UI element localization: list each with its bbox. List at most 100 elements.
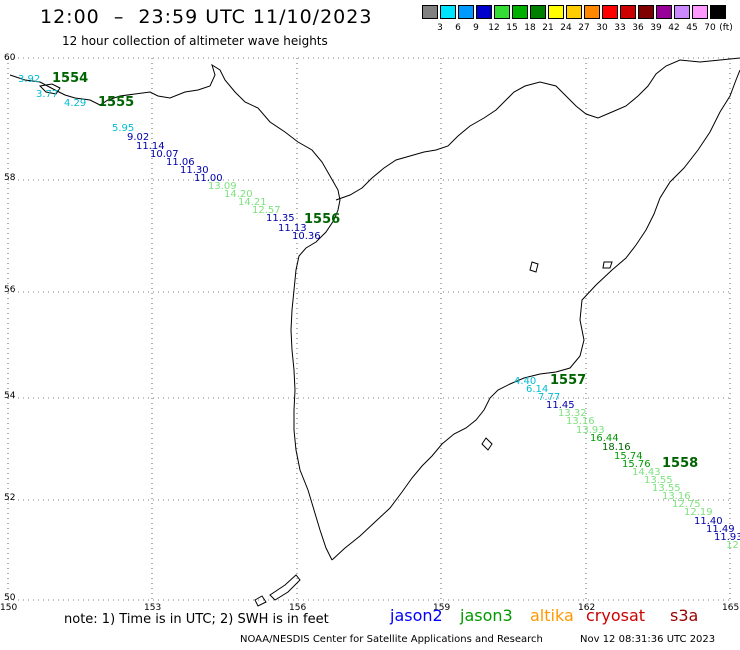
wave-height-value: 18.16: [602, 442, 631, 453]
legend-label: 70: [704, 23, 716, 33]
wave-height-value: 11.40: [694, 516, 723, 527]
legend-swatch: [512, 5, 528, 19]
kuril-island1: [269, 574, 301, 601]
credit-line: NOAA/NESDIS Center for Satellite Applica…: [240, 634, 543, 645]
lat-label: 52: [4, 493, 15, 503]
wave-height-value: 13.93: [576, 425, 605, 436]
legend-swatch: [422, 5, 438, 19]
lat-label: 54: [4, 391, 16, 401]
wave-height-value: 10.36: [292, 231, 321, 242]
wave-height-value: 4.40: [514, 376, 536, 387]
legend-swatch: [476, 5, 492, 19]
legend-swatch: [674, 5, 690, 19]
wave-height-value: 11.49: [706, 524, 735, 535]
wave-height-value: 15.74: [614, 451, 643, 462]
okhotsk-north-coast: [9, 63, 341, 561]
legend-unit: (ft): [719, 23, 733, 33]
satellite-name: cryosat: [586, 606, 646, 625]
wave-height-value: 16.44: [590, 433, 619, 444]
wave-height-value: 11.00: [194, 173, 223, 184]
siberian-coast: [335, 57, 740, 201]
wave-height-value: 14.21: [238, 197, 267, 208]
lon-label: 153: [144, 603, 161, 613]
legend-label: 30: [596, 23, 608, 33]
wave-height-value: 13.16: [662, 491, 691, 502]
legend-swatch: [548, 5, 564, 19]
bay-inlet: [481, 437, 493, 451]
legend-label: 9: [473, 23, 479, 33]
lon-label: 162: [578, 603, 595, 613]
wave-height-value: 11.13: [278, 223, 307, 234]
legend-swatch: [530, 5, 546, 19]
wave-height-value: 12: [726, 540, 739, 551]
wave-height-value: 12.75: [672, 499, 701, 510]
wave-height-value: 10.07: [150, 149, 179, 160]
kuril-island2: [254, 595, 267, 607]
wave-height-value: 5.95: [112, 123, 134, 134]
wave-height-value: 11.06: [166, 157, 195, 168]
satellite-name: jason3: [460, 606, 513, 625]
pass-number: 1554: [52, 71, 88, 86]
legend-label: 24: [560, 23, 572, 33]
legend-swatch: [440, 5, 456, 19]
satellite-name: jason2: [390, 606, 443, 625]
lon-label: 165: [722, 603, 739, 613]
kamchatka-west-coast: [331, 69, 740, 561]
coastline: [9, 57, 740, 607]
legend-swatch: [656, 5, 672, 19]
page-title: 12:00 – 23:59 UTC 11/10/2023: [40, 6, 373, 28]
legend-label: 3: [437, 23, 443, 33]
legend-label: 36: [632, 23, 644, 33]
legend-swatch: [710, 5, 726, 19]
legend-label: 45: [686, 23, 698, 33]
satellite-name: s3a: [670, 606, 699, 625]
legend-swatch: [620, 5, 636, 19]
legend-swatch: [602, 5, 618, 19]
wave-height-value: 13.32: [558, 408, 587, 419]
lon-label: 156: [289, 603, 306, 613]
lat-lon-grid: [7, 57, 731, 601]
wave-height-value: 11.14: [136, 141, 165, 152]
wave-height-value: 11.93: [714, 532, 740, 543]
legend-label: 6: [455, 23, 461, 33]
lon-label: 159: [433, 603, 450, 613]
wave-height-value: 3.92: [18, 74, 40, 85]
lat-label: 60: [4, 53, 16, 63]
legend-label: 42: [668, 23, 680, 33]
wave-height-value: 14.43: [632, 467, 661, 478]
legend-swatch: [584, 5, 600, 19]
wave-height-value: 12.57: [252, 205, 281, 216]
legend-label: 33: [614, 23, 626, 33]
legend-swatch: [692, 5, 708, 19]
legend-swatch: [458, 5, 474, 19]
legend-swatch: [638, 5, 654, 19]
legend-swatch: [566, 5, 582, 19]
wave-height-value: 12.19: [684, 507, 713, 518]
wave-height-value: 13.55: [652, 483, 681, 494]
pass-number: 1555: [98, 95, 134, 110]
legend-label: 12: [488, 23, 500, 33]
wave-height-value: 7.77: [538, 392, 560, 403]
legend-label: 21: [542, 23, 554, 33]
measurement-points: 3.92 3.77 4.29 5.959.0211.1410.0711.0611.30…: [18, 71, 740, 551]
wave-height-value: 3.77: [36, 89, 58, 100]
lat-label: 50: [4, 593, 16, 603]
lon-label: 150: [0, 603, 17, 613]
legend-label: 15: [506, 23, 518, 33]
lat-label: 58: [4, 173, 16, 183]
wave-height-value: 6.14: [526, 384, 548, 395]
footer-note: note: 1) Time is in UTC; 2) SWH is in fe…: [64, 612, 329, 627]
legend-label: 27: [578, 23, 590, 33]
legend-swatch: [494, 5, 510, 19]
page-subtitle: 12 hour collection of altimeter wave hei…: [62, 34, 328, 48]
wave-height-value: 13.09: [208, 181, 237, 192]
island-east2: [602, 261, 613, 269]
wave-height-value: 4.29: [64, 98, 86, 109]
wave-height-value: 11.30: [180, 165, 209, 176]
wave-height-value: 11.35: [266, 213, 295, 224]
wave-height-value: 13.55: [644, 475, 673, 486]
wave-height-value: 11.45: [546, 400, 575, 411]
pass-number: 1556: [304, 212, 340, 227]
island-east: [529, 261, 539, 273]
